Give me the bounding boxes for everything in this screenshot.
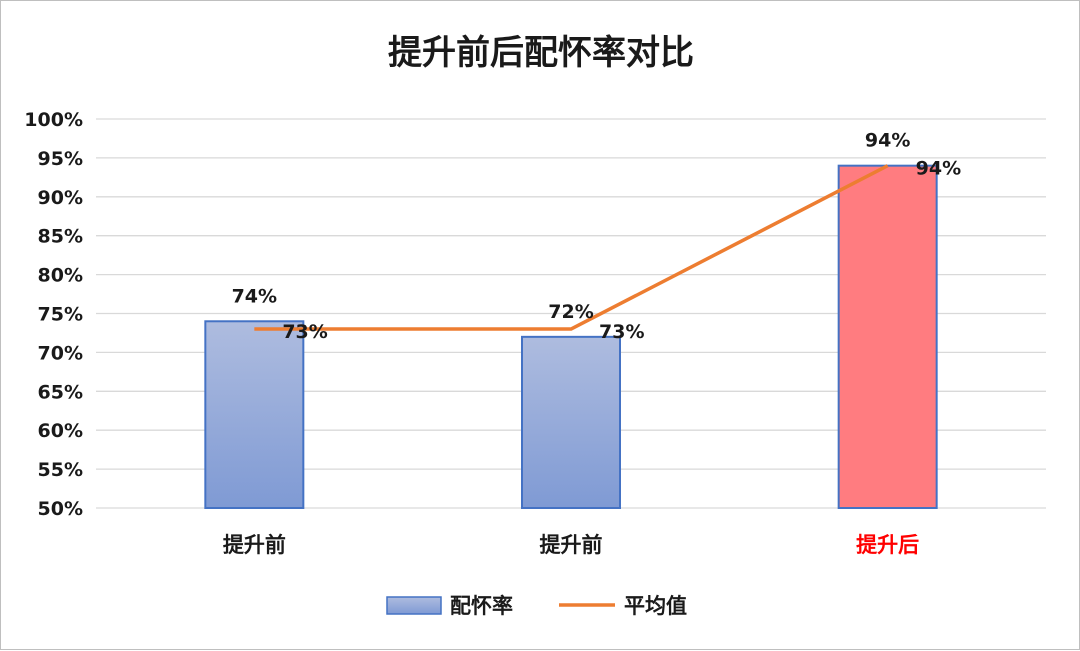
y-tick-label: 55% <box>38 459 83 481</box>
line-value-label: 73% <box>282 321 327 343</box>
line-value-label: 94% <box>916 158 961 180</box>
y-tick-label: 100% <box>24 109 83 131</box>
legend: 配怀率 平均值 <box>386 594 687 618</box>
legend-label-bar: 配怀率 <box>450 594 513 618</box>
y-tick-label: 50% <box>38 498 83 520</box>
x-tick-label: 提升前 <box>223 533 286 557</box>
y-tick-label: 65% <box>38 381 83 403</box>
average-line <box>254 164 889 331</box>
x-axis-ticks: 提升前 提升前 提升后 <box>223 533 919 557</box>
data-labels: 74% 72% 94% 73% 73% 94% <box>232 130 962 343</box>
y-tick-label: 80% <box>38 265 83 287</box>
y-tick-label: 85% <box>38 226 83 248</box>
chart-title: 提升前后配怀率对比 <box>388 33 694 73</box>
y-axis-ticks: 50% 55% 60% 65% 70% 75% 80% 85% 90% 95% 100% <box>24 109 83 520</box>
bar <box>837 164 938 509</box>
bar-series <box>204 164 938 509</box>
y-tick-label: 75% <box>38 304 83 326</box>
y-tick-label: 70% <box>38 342 83 364</box>
bar-value-label: 72% <box>548 301 593 323</box>
bar <box>521 335 621 509</box>
y-tick-label: 60% <box>38 420 83 442</box>
bar-value-label: 94% <box>865 130 910 152</box>
y-tick-label: 95% <box>38 148 83 170</box>
x-tick-label: 提升后 <box>856 533 919 557</box>
y-tick-label: 90% <box>38 187 83 209</box>
bar <box>204 320 305 509</box>
line-series <box>254 164 889 331</box>
legend-label-line: 平均值 <box>624 594 687 618</box>
x-tick-label: 提升前 <box>540 533 603 557</box>
bar-value-label: 74% <box>232 285 277 307</box>
legend-swatch-bar <box>386 596 442 615</box>
line-value-label: 73% <box>599 321 644 343</box>
